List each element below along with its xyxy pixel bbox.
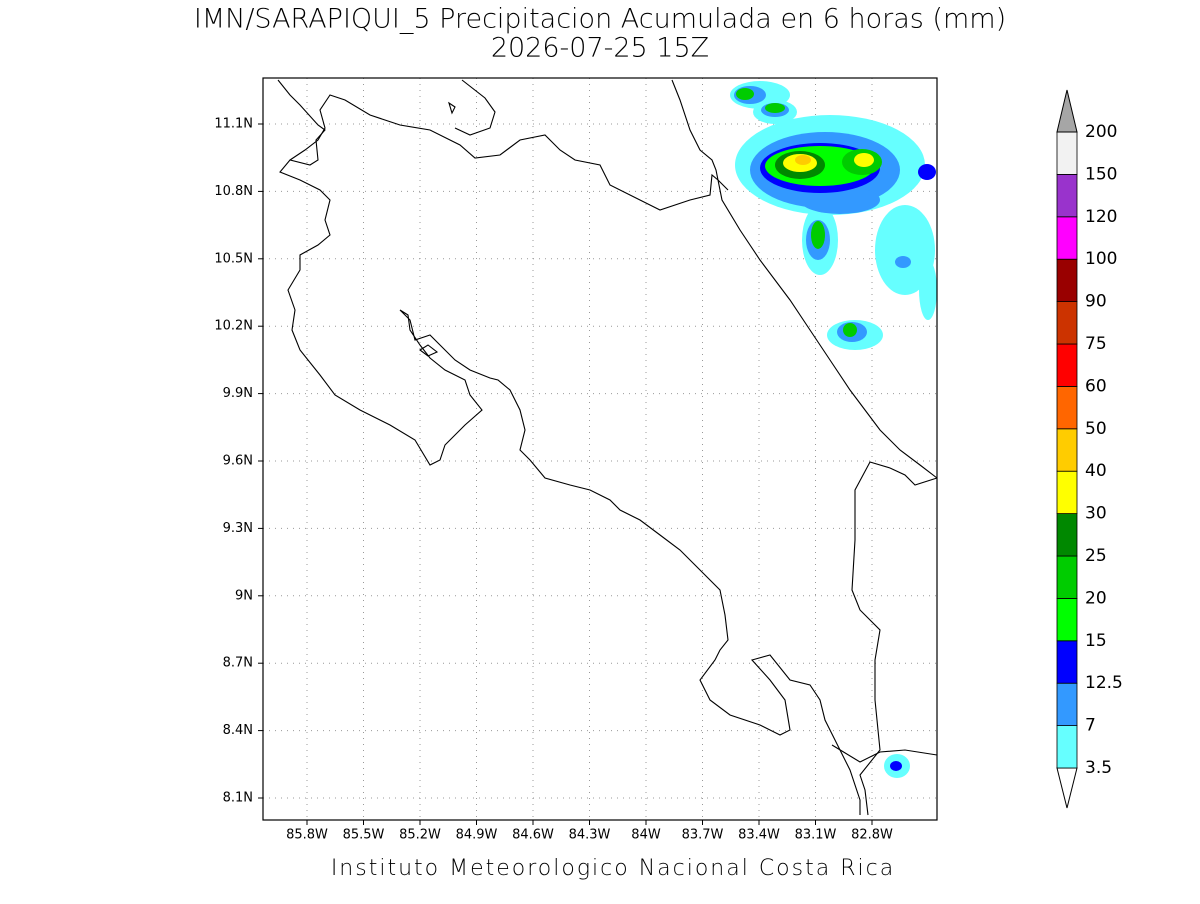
lat-label: 8.4N [223, 723, 253, 738]
footer: Instituto Meteorologico Nacional Costa R… [331, 856, 895, 881]
coastlines [277, 79, 938, 816]
colorbar-swatch [1056, 216, 1078, 260]
lat-label: 10.8N [214, 184, 253, 199]
precipitation [730, 81, 937, 778]
lat-label: 10.5N [214, 251, 253, 266]
lon-label: 84W [631, 828, 661, 843]
colorbar-label: 40 [1085, 461, 1107, 481]
colorbar-label: 75 [1085, 334, 1107, 354]
colorbar-label: 50 [1085, 419, 1107, 439]
lat-label: 8.1N [223, 791, 253, 806]
colorbar-label: 7 [1085, 716, 1096, 736]
lat-label: 9.9N [223, 386, 253, 401]
lon-label: 83.1W [795, 828, 837, 843]
subtitle: 2026-07-25 15Z [491, 33, 709, 64]
colorbar-label: 3.5 [1085, 758, 1112, 778]
lon-label: 83.4W [738, 828, 780, 843]
colorbar-label: 200 [1085, 122, 1117, 142]
colorbar-swatch [1056, 555, 1078, 599]
map-frame [262, 77, 938, 821]
lat-label: 9.3N [223, 521, 253, 536]
colorbar-swatch [1056, 470, 1078, 515]
colorbar-label: 15 [1085, 631, 1107, 651]
lat-label: 11.1N [214, 117, 253, 132]
lat-label: 9.6N [223, 454, 253, 469]
colorbar-label: 150 [1085, 164, 1117, 184]
colorbar-label: 12.5 [1085, 673, 1123, 693]
lon-label: 84.6W [512, 828, 554, 843]
colorbar-label: 20 [1085, 588, 1107, 608]
colorbar-swatch [1056, 428, 1078, 472]
colorbar-swatch [1056, 598, 1078, 642]
grid [258, 78, 937, 825]
lon-label: 82.8W [851, 828, 893, 843]
colorbar-swatch [1056, 513, 1078, 557]
colorbar-label: 60 [1085, 376, 1107, 396]
colorbar-label: 100 [1085, 249, 1117, 269]
lat-label: 8.7N [223, 656, 253, 671]
lon-label: 85.5W [343, 828, 385, 843]
colorbar-swatch [1056, 258, 1078, 303]
lon-label: 83.7W [682, 828, 724, 843]
colorbar-label: 120 [1085, 207, 1117, 227]
colorbar-swatch [1056, 725, 1078, 769]
colorbar: 3.5 7 12.5 15 20 25 30 40 50 60 75 90 100 120 150 200 [1056, 89, 1123, 809]
colorbar-swatch [1056, 385, 1078, 430]
colorbar-label: 30 [1085, 504, 1107, 524]
colorbar-swatch [1056, 343, 1078, 387]
colorbar-triangle [1056, 89, 1078, 133]
lat-label: 9N [235, 588, 253, 603]
lon-label: 85.8W [286, 828, 328, 843]
colorbar-swatch [1056, 682, 1078, 727]
colorbar-label: 25 [1085, 546, 1107, 566]
colorbar-swatch [1056, 640, 1078, 684]
lon-label: 84.9W [456, 828, 498, 843]
colorbar-swatch [1056, 173, 1078, 218]
lon-label: 84.3W [569, 828, 611, 843]
title: IMN/SARAPIQUI_5 Precipitacion Acumulada … [194, 4, 1006, 35]
lon-label: 85.2W [399, 828, 441, 843]
lat-label: 10.2N [214, 319, 253, 334]
colorbar-swatch [1056, 131, 1078, 175]
colorbar-label: 90 [1085, 292, 1107, 312]
colorbar-swatch [1056, 301, 1078, 345]
